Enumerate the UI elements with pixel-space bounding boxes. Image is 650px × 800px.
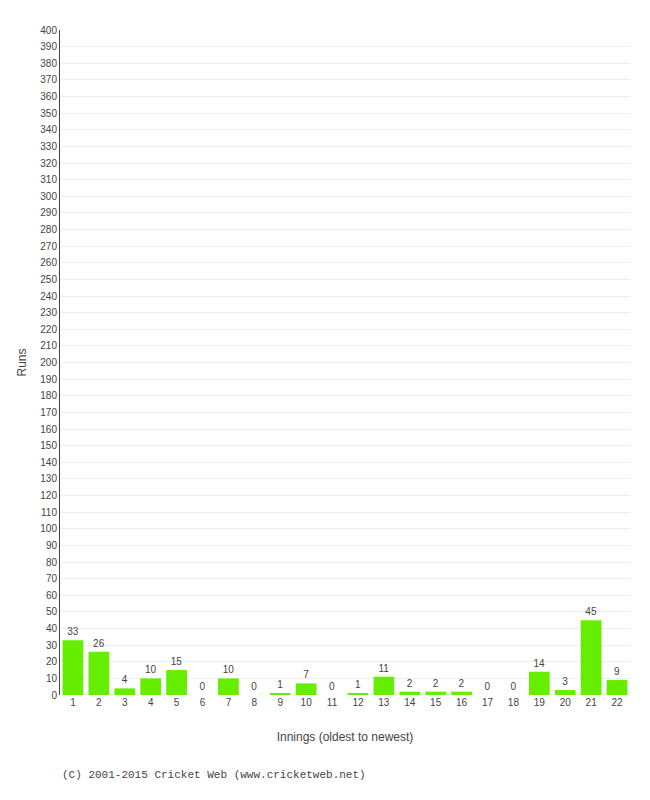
svg-text:(C) 2001-2015 Cricket Web (www: (C) 2001-2015 Cricket Web (www.cricketwe… <box>62 769 366 781</box>
svg-text:16: 16 <box>456 697 468 708</box>
svg-text:270: 270 <box>40 241 57 252</box>
svg-text:300: 300 <box>40 191 57 202</box>
svg-text:4: 4 <box>148 697 154 708</box>
svg-text:Runs: Runs <box>15 348 29 376</box>
svg-text:110: 110 <box>41 507 57 518</box>
svg-text:20: 20 <box>46 656 58 667</box>
svg-text:0: 0 <box>510 681 516 692</box>
svg-text:240: 240 <box>40 291 57 302</box>
svg-text:170: 170 <box>40 407 57 418</box>
svg-text:26: 26 <box>93 638 105 649</box>
svg-text:20: 20 <box>560 697 572 708</box>
svg-text:11: 11 <box>378 663 389 674</box>
svg-text:2: 2 <box>433 678 439 689</box>
svg-text:33: 33 <box>67 626 79 637</box>
svg-text:40: 40 <box>46 623 58 634</box>
svg-text:17: 17 <box>482 697 494 708</box>
svg-text:12: 12 <box>352 697 364 708</box>
svg-text:0: 0 <box>485 681 491 692</box>
svg-text:60: 60 <box>46 590 58 601</box>
svg-text:140: 140 <box>40 457 57 468</box>
svg-text:350: 350 <box>40 108 57 119</box>
svg-text:120: 120 <box>40 490 57 501</box>
svg-text:1: 1 <box>70 697 76 708</box>
svg-text:21: 21 <box>586 697 598 708</box>
svg-text:3: 3 <box>562 676 568 687</box>
svg-text:210: 210 <box>40 340 57 351</box>
svg-text:370: 370 <box>40 74 57 85</box>
svg-text:330: 330 <box>40 141 57 152</box>
svg-text:0: 0 <box>329 681 335 692</box>
svg-text:Innings (oldest to newest): Innings (oldest to newest) <box>277 730 414 744</box>
svg-text:0: 0 <box>51 690 57 701</box>
svg-text:7: 7 <box>226 697 232 708</box>
svg-text:9: 9 <box>614 666 620 677</box>
svg-text:2: 2 <box>459 678 465 689</box>
svg-text:7: 7 <box>303 669 309 680</box>
svg-text:380: 380 <box>40 58 57 69</box>
svg-text:130: 130 <box>40 473 57 484</box>
svg-text:230: 230 <box>40 307 57 318</box>
svg-text:4: 4 <box>122 674 128 685</box>
svg-text:14: 14 <box>404 697 416 708</box>
svg-text:260: 260 <box>40 257 57 268</box>
svg-text:280: 280 <box>40 224 57 235</box>
svg-text:180: 180 <box>40 390 57 401</box>
svg-text:50: 50 <box>46 606 58 617</box>
svg-text:80: 80 <box>46 557 58 568</box>
svg-text:18: 18 <box>508 697 520 708</box>
svg-text:5: 5 <box>174 697 180 708</box>
svg-text:250: 250 <box>40 274 57 285</box>
svg-text:150: 150 <box>40 440 57 451</box>
svg-text:15: 15 <box>171 656 183 667</box>
svg-text:90: 90 <box>46 540 58 551</box>
svg-text:3: 3 <box>122 697 128 708</box>
svg-text:6: 6 <box>200 697 206 708</box>
svg-text:2: 2 <box>96 697 102 708</box>
svg-text:10: 10 <box>301 697 313 708</box>
svg-text:15: 15 <box>430 697 442 708</box>
svg-text:400: 400 <box>40 25 57 36</box>
svg-text:13: 13 <box>378 697 390 708</box>
svg-text:22: 22 <box>611 697 623 708</box>
svg-text:45: 45 <box>585 606 597 617</box>
svg-text:220: 220 <box>40 324 57 335</box>
svg-text:70: 70 <box>46 573 58 584</box>
svg-text:340: 340 <box>40 124 57 135</box>
svg-text:10: 10 <box>223 664 235 675</box>
svg-text:10: 10 <box>46 673 58 684</box>
svg-text:11: 11 <box>327 697 338 708</box>
svg-text:19: 19 <box>534 697 546 708</box>
svg-text:2: 2 <box>407 678 413 689</box>
svg-text:8: 8 <box>252 697 258 708</box>
svg-text:1: 1 <box>355 679 361 690</box>
svg-text:0: 0 <box>251 681 257 692</box>
svg-text:100: 100 <box>40 523 57 534</box>
svg-text:310: 310 <box>40 174 57 185</box>
svg-text:390: 390 <box>40 41 57 52</box>
svg-text:0: 0 <box>200 681 206 692</box>
svg-text:10: 10 <box>145 664 157 675</box>
svg-text:320: 320 <box>40 158 57 169</box>
svg-text:1: 1 <box>277 679 283 690</box>
svg-text:9: 9 <box>277 697 283 708</box>
svg-text:290: 290 <box>40 207 57 218</box>
svg-text:160: 160 <box>40 424 57 435</box>
svg-text:200: 200 <box>40 357 57 368</box>
svg-text:190: 190 <box>40 374 57 385</box>
svg-text:14: 14 <box>534 658 546 669</box>
svg-text:360: 360 <box>40 91 57 102</box>
svg-text:30: 30 <box>46 640 58 651</box>
